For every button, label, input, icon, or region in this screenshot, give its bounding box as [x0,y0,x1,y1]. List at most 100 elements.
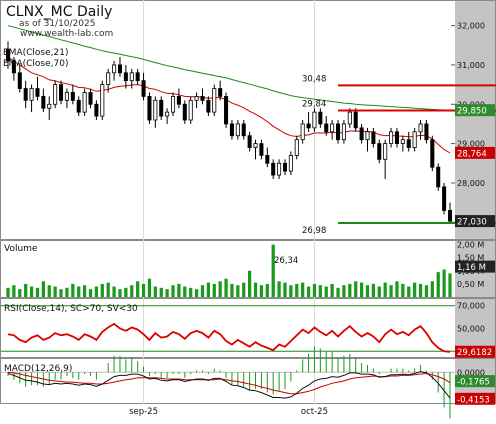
volume-bar [448,273,452,297]
candle-body [11,60,16,74]
price-tick-label: 29,000 [457,140,485,149]
candle-body [47,103,52,109]
volume-annotation: 26,34 [274,256,298,266]
volume-bar [100,283,104,297]
candle-body [347,111,352,125]
volume-bar [88,289,93,297]
candle-body [436,166,441,188]
volume-bar [82,285,87,297]
candle-body [106,72,111,86]
candle-body [194,96,199,101]
volume-bar [59,289,63,297]
volume-bar [236,285,240,297]
candle-body [400,139,405,145]
volume-bar [289,285,293,297]
date-tick-label: sep-25 [129,407,158,417]
candle-body [188,99,193,121]
macd-last-value: -0,4153 [457,395,490,405]
volume-tick-label: 1,50 M [457,254,484,263]
candle-body [147,96,152,121]
volume-bar [436,272,440,297]
volume-bar [312,283,317,297]
chart-date: as of 31/10/2025 [19,19,95,29]
ema21-last-value: 28,764 [457,149,487,159]
candle-body [241,123,246,137]
volume-bar [330,283,334,297]
volume-bar [277,281,281,297]
candle-body [206,99,211,113]
volume-bar [112,286,116,297]
candle-body [224,96,229,125]
macd-last-value-box [455,392,495,405]
volume-bar [442,269,446,297]
ema21-label: EMA(Close,21) [3,48,68,58]
candle-body [336,123,341,141]
candle-body [359,127,364,141]
ema70-label: EMA(Close,70) [3,59,68,69]
candle-body [312,111,317,129]
volume-last-value-box [455,260,495,273]
volume-bar [124,287,128,297]
volume-tick-label: 2,00 M [457,241,484,250]
volume-bar [29,286,34,297]
volume-bar [318,285,322,297]
candle-body [377,143,382,160]
volume-bar [141,283,146,297]
candle-body [365,131,370,141]
candle-body [235,123,240,137]
volume-bar [118,289,122,297]
candle-body [318,111,323,125]
volume-bar [336,287,340,297]
candle-body [341,123,346,141]
volume-bar [242,282,246,297]
ema70-last-value-box [455,104,495,117]
volume-bar [153,286,157,297]
volume-bar [354,281,358,297]
volume-bar [424,285,429,297]
macd-tick-label: 0,0000 [457,368,485,377]
candle-body [170,96,176,113]
candle-body [53,84,58,105]
macd-signal-last-value-box [455,375,495,388]
date-tick-label: oct-25 [301,407,328,417]
candle-body [82,92,87,113]
axis-layer: 27,00028,00029,00030,00031,00032,00029,8… [129,22,495,417]
volume-bar [365,285,370,297]
candle-body [371,131,376,145]
candle-body [59,84,64,101]
volume-bar [35,287,40,297]
volume-layer: 26,34 [6,244,452,297]
close-last-value-box [455,215,495,228]
rsi-last-value-box [455,345,495,358]
level-label: 29,84 [302,100,326,110]
candle-body [135,72,140,82]
candle-body [100,84,105,117]
candle-body [159,99,164,117]
price-tick-label: 28,000 [457,179,485,188]
candle-body [294,139,299,156]
ema21-last-value-box [455,146,495,159]
candle-body [117,64,122,74]
chart-title: CLNX_MC Daily [6,4,112,20]
candle-body [300,123,305,141]
candle-body [324,123,329,133]
volume-bar [383,282,387,297]
volume-bar [165,289,169,297]
volume-bar [271,244,275,297]
volume-bar [430,281,434,297]
candle-body [394,131,399,145]
macd-label: MACD(12,26,9) [4,364,72,374]
volume-bar [407,286,411,297]
ema70-line [7,25,451,111]
candle-body [330,123,335,133]
volume-bar [159,287,163,297]
volume-bar [18,289,22,297]
volume-bar [418,283,423,297]
volume-bar [389,285,393,297]
candle-body [253,143,258,148]
volume-bar [377,286,381,297]
candle-body [112,64,117,74]
candle-body [424,123,429,141]
rsi-layer [1,305,455,353]
ema21-line [7,56,451,154]
